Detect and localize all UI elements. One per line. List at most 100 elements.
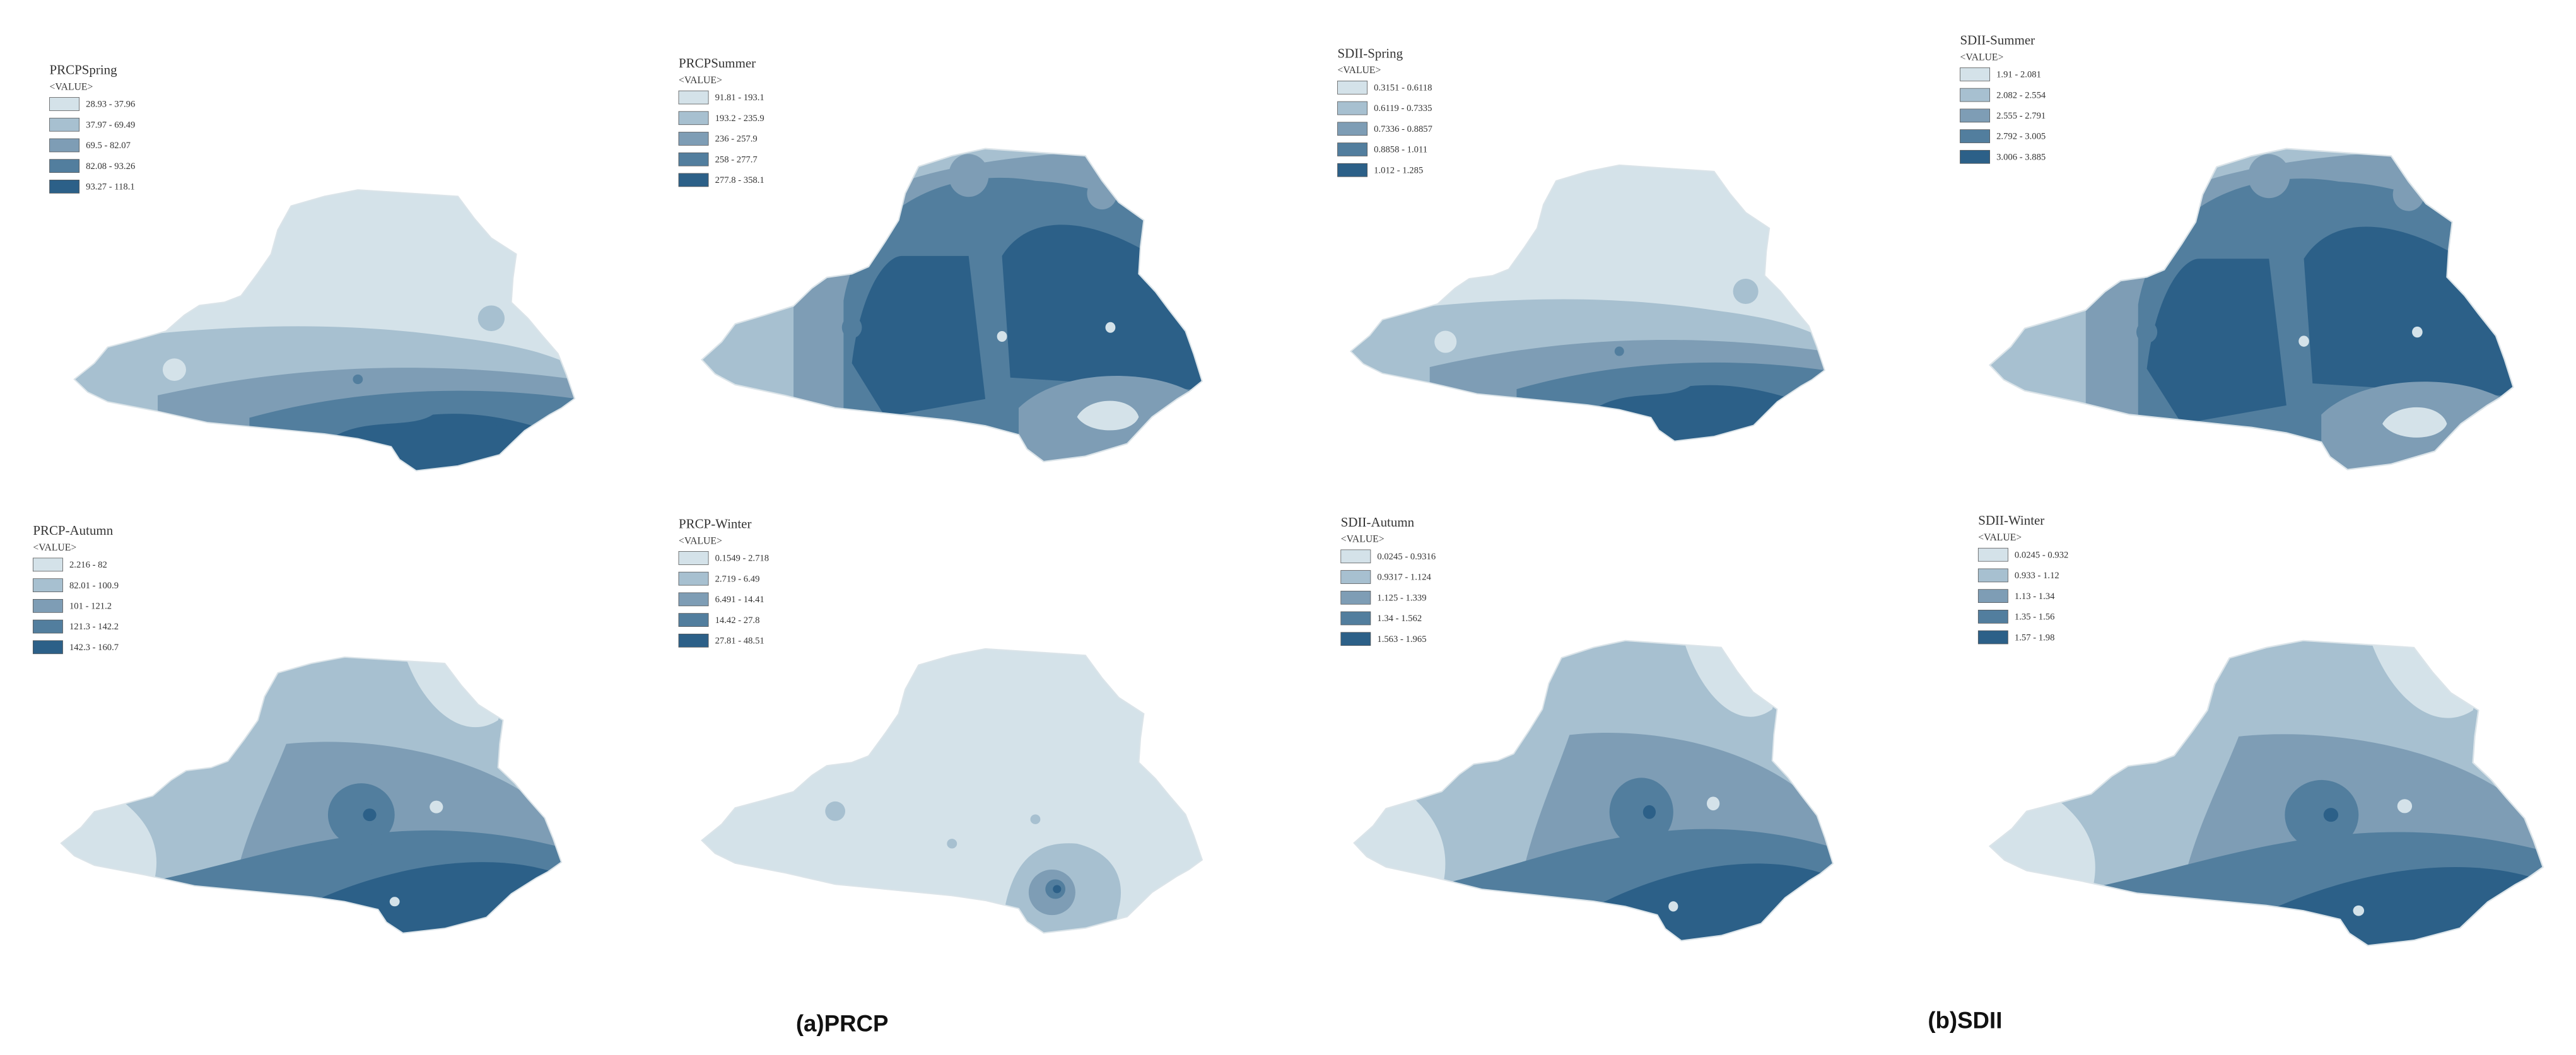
legend-label: 1.125 - 1.339	[1377, 593, 1426, 603]
map-zone	[2323, 808, 2339, 822]
legend-label: 0.0245 - 0.932	[2015, 550, 2069, 560]
legend-swatch	[32, 598, 63, 613]
map-zone	[997, 330, 1007, 342]
map	[1349, 164, 1826, 442]
map-zone	[353, 374, 363, 385]
map-zone	[453, 426, 463, 436]
legend-label: 142.3 - 160.7	[69, 643, 119, 653]
map	[60, 656, 563, 934]
legend-label: 236 - 257.9	[715, 134, 758, 144]
map-zone	[179, 824, 193, 837]
legend-label: 2.719 - 6.49	[715, 574, 760, 584]
legend-label: 0.0245 - 0.9316	[1377, 552, 1436, 562]
map	[701, 148, 1203, 463]
map-zone	[1749, 390, 1758, 398]
legend-swatch	[1337, 101, 1368, 115]
legend-header: <VALUE>	[50, 81, 93, 92]
panel-title: SDII-Winter	[1978, 513, 2044, 528]
legend-label: 27.81 - 48.51	[715, 636, 764, 646]
map-zone	[1989, 762, 2095, 894]
map	[701, 648, 1203, 934]
legend-label: 6.491 - 14.41	[715, 595, 764, 605]
basin-outline	[1353, 639, 1834, 941]
legend-label: 37.97 - 69.49	[86, 120, 135, 130]
legend-swatch	[1340, 570, 1371, 584]
legend-label: 93.27 - 118.1	[86, 182, 135, 192]
legend-label: 1.13 - 1.34	[2015, 592, 2055, 602]
panel-title: PRCP-Winter	[679, 516, 752, 531]
legend-label: 69.5 - 82.07	[86, 141, 131, 151]
legend-swatch	[1340, 549, 1371, 564]
legend-swatch	[678, 592, 709, 607]
map-zone	[327, 783, 395, 847]
legend-label: 258 - 277.7	[715, 154, 758, 165]
map-panel: PRCP-Autumn <VALUE> 2.216 - 82 82.01 - 100.…	[32, 523, 563, 934]
legend-label: 0.7336 - 0.8857	[1374, 124, 1432, 134]
map-zones	[701, 148, 1202, 462]
map-zone	[841, 317, 862, 339]
legend-swatch	[49, 97, 80, 111]
map-zone	[430, 800, 443, 813]
map-zone	[495, 418, 504, 427]
map-zone	[2304, 226, 2514, 397]
basin-outline	[1988, 148, 2514, 470]
map-zones	[1350, 165, 1825, 441]
map	[73, 189, 576, 472]
legend-header: <VALUE>	[1960, 52, 2004, 62]
legend-swatch	[49, 138, 80, 153]
map-zone	[2248, 154, 2290, 199]
map-panel: SDII-Winter <VALUE> 0.0245 - 0.932 0.933 - …	[1977, 513, 2544, 947]
map-zone	[1733, 278, 1759, 305]
map-zone	[1030, 814, 1041, 824]
map-zone	[852, 255, 986, 417]
map-zone	[389, 897, 400, 907]
legend-header: <VALUE>	[679, 535, 722, 546]
legend-swatch	[678, 132, 709, 146]
legend-label: 1.91 - 2.081	[1996, 70, 2041, 80]
map-zones	[1989, 148, 2514, 470]
map-zone	[2121, 825, 2136, 839]
map-panel: SDII-Summer <VALUE> 1.91 - 2.081 2.082 - 2.…	[1960, 32, 2514, 470]
map-zones	[701, 648, 1202, 933]
map-zone	[1467, 822, 1480, 836]
map-zone	[947, 839, 957, 849]
map-zone	[477, 305, 505, 332]
map-panel: PRCPSummer <VALUE> 91.81 - 193.1 193.2 - 23…	[678, 55, 1203, 463]
map-zone	[1434, 330, 1457, 353]
map-zone	[61, 767, 156, 886]
basin-outline	[1988, 639, 2544, 947]
panel-title: SDII-Autumn	[1341, 515, 1415, 530]
legend-swatch	[678, 571, 709, 586]
legend-swatch	[49, 117, 80, 132]
legend-label: 2.555 - 2.791	[1996, 111, 2046, 121]
map-zone	[2146, 259, 2286, 424]
legend-label: 2.792 - 3.005	[1996, 132, 2046, 142]
legend-label: 82.01 - 100.9	[69, 581, 119, 591]
legend-label: 1.57 - 1.98	[2015, 632, 2055, 643]
map-zone	[2397, 799, 2413, 813]
legend-header: <VALUE>	[33, 542, 76, 553]
map-zone	[1053, 885, 1062, 894]
legend-swatch	[1340, 632, 1371, 646]
map-zone	[1077, 400, 1139, 431]
map-zone	[1706, 796, 1720, 811]
legend-label: 3.006 - 3.885	[1996, 152, 2046, 162]
map-zone	[1709, 397, 1719, 407]
caption: (b)SDII	[1928, 1007, 2002, 1033]
legend-label: 82.08 - 93.26	[86, 161, 135, 172]
map-zone	[363, 808, 377, 822]
map-zone	[2136, 321, 2158, 344]
map-zone	[162, 358, 186, 382]
map-zone	[1002, 224, 1202, 390]
legend-label: 0.8858 - 1.011	[1374, 145, 1427, 155]
legend-label: 0.6119 - 0.7335	[1374, 103, 1432, 114]
legend-swatch	[678, 111, 709, 125]
legend-swatch	[1977, 547, 2008, 562]
panel-title: PRCPSummer	[679, 55, 756, 71]
legend-swatch	[1960, 108, 1991, 123]
legend-swatch	[32, 619, 63, 634]
legend-swatch	[678, 633, 709, 648]
legend-label: 0.933 - 1.12	[2015, 571, 2059, 581]
panel-title: PRCP-Autumn	[33, 523, 113, 538]
